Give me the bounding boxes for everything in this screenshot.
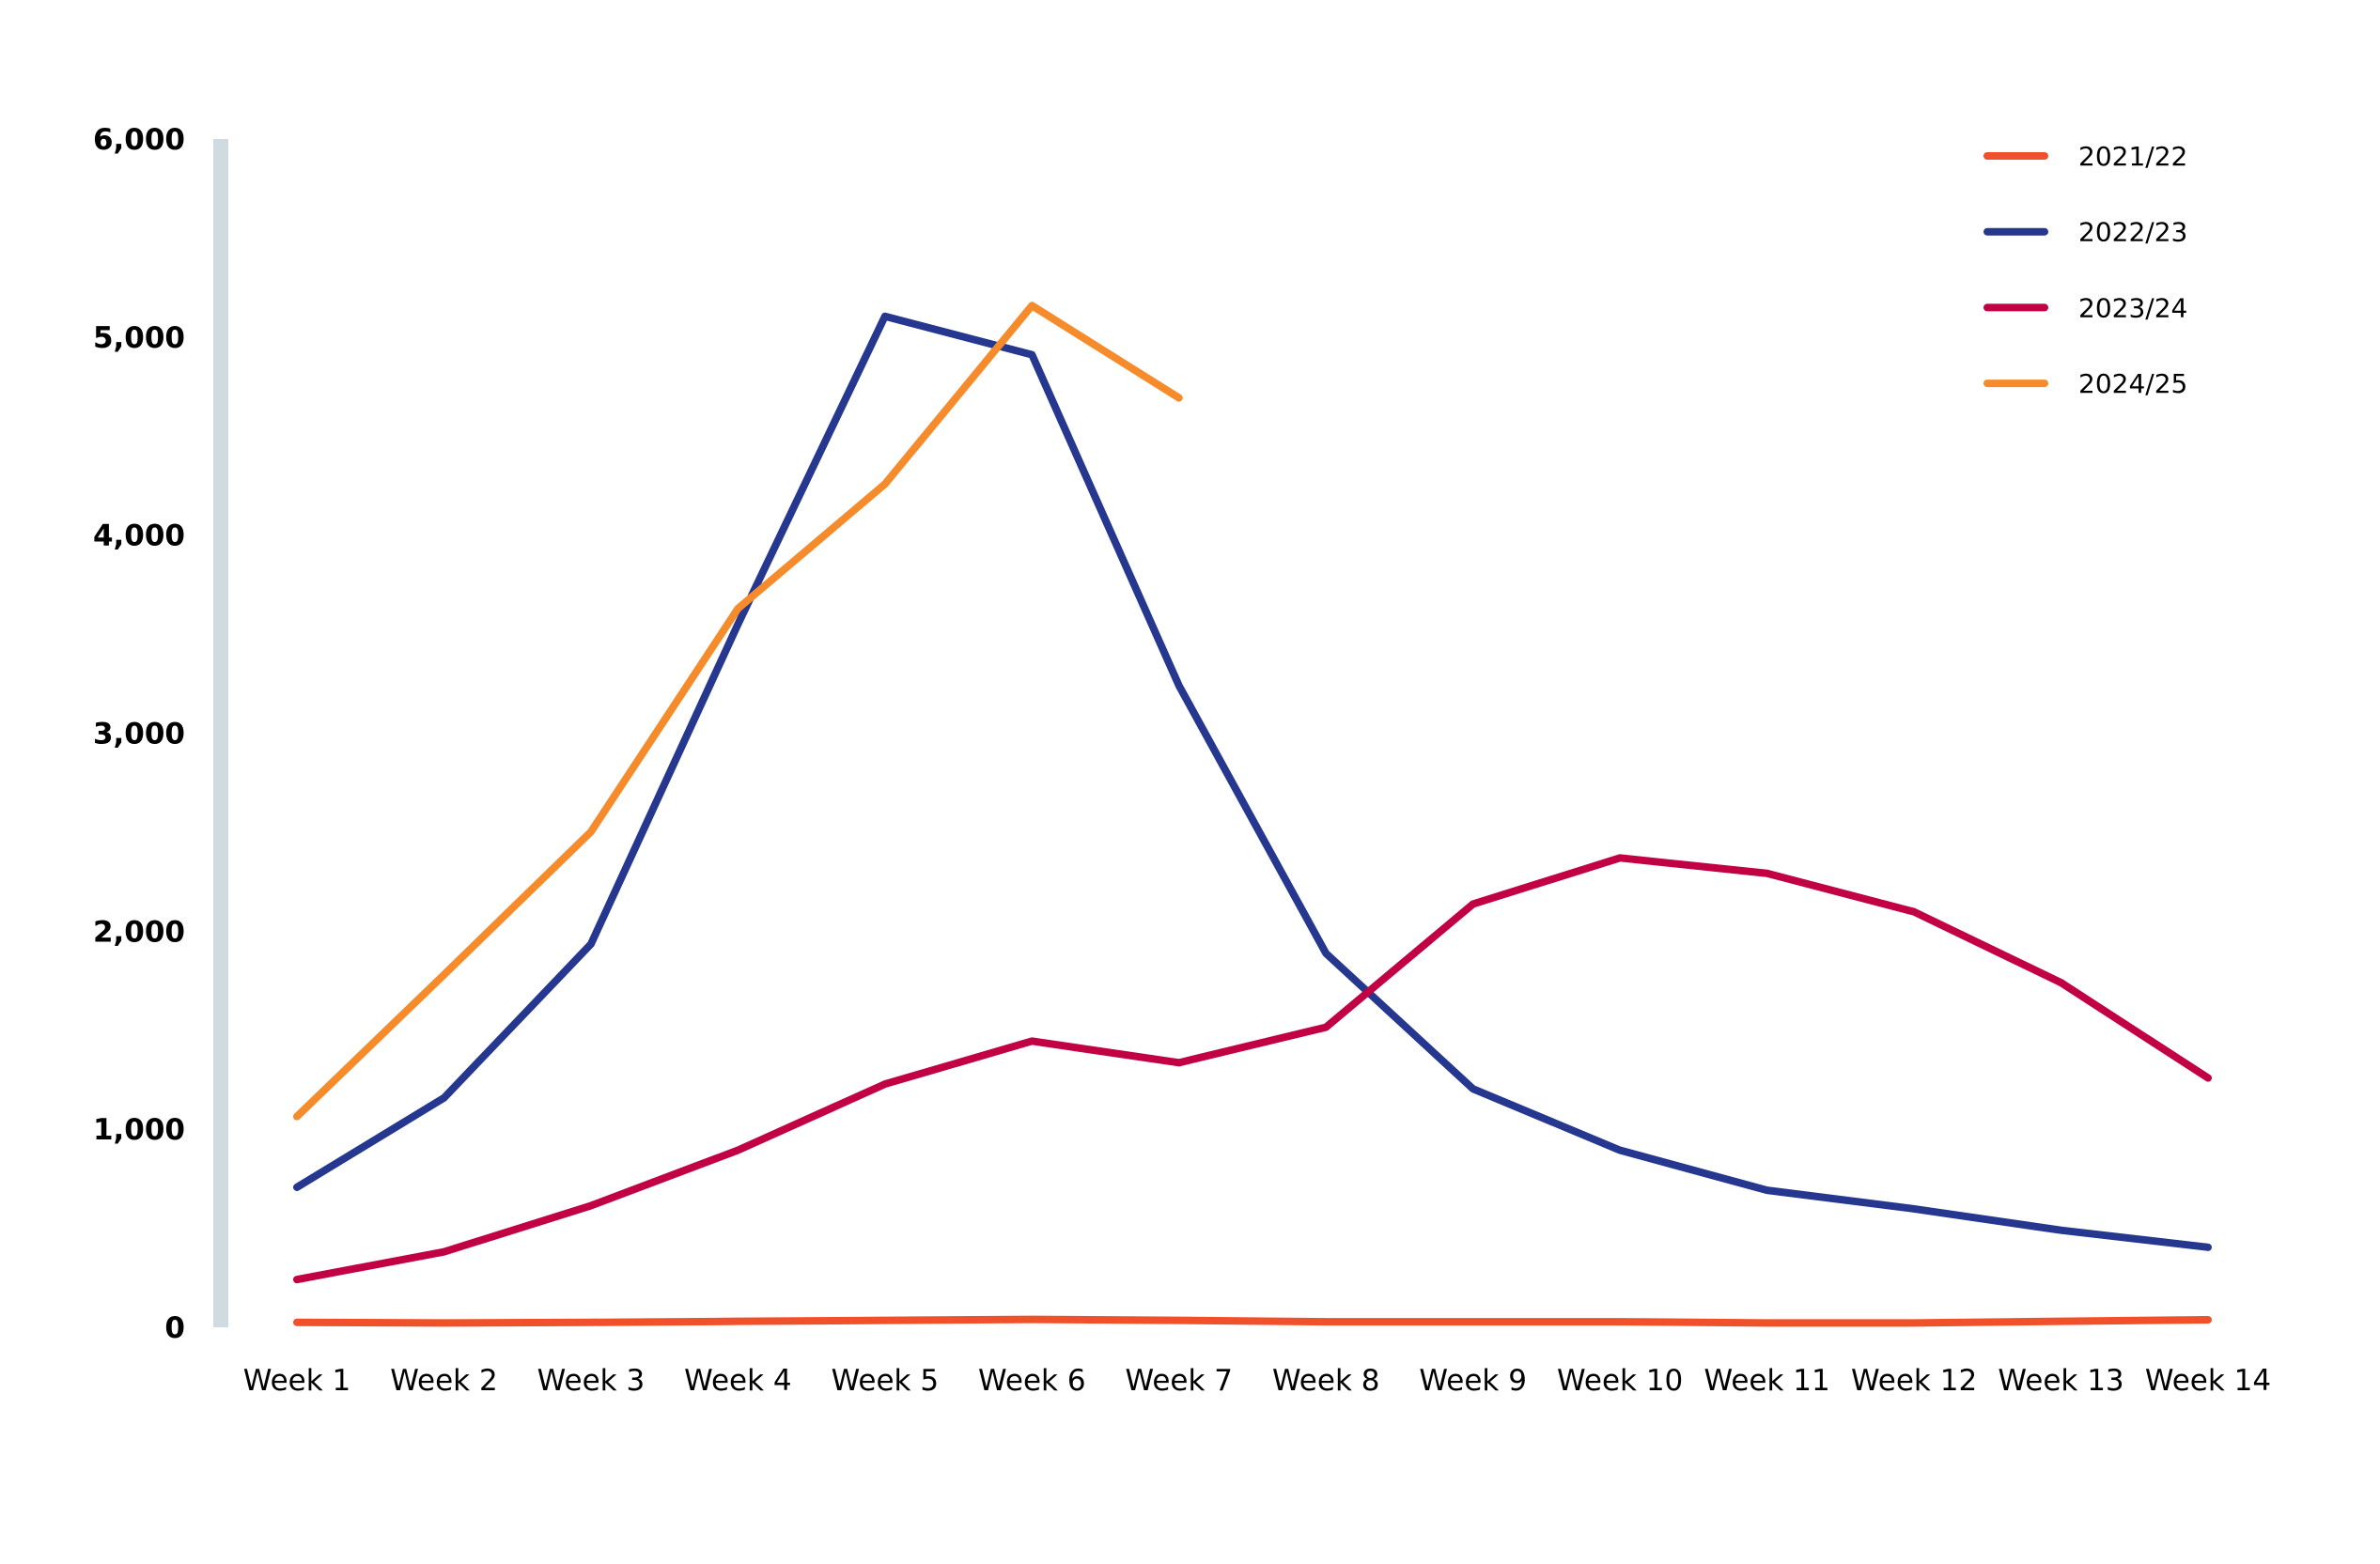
x-tick-label: Week 2 <box>390 1364 498 1398</box>
x-tick-label: Week 12 <box>1851 1364 1977 1398</box>
x-tick-label: Week 6 <box>978 1364 1086 1398</box>
legend-item: 2024/25 <box>1983 368 2187 399</box>
y-tick-label: 3,000 <box>93 718 185 751</box>
y-tick-label: 6,000 <box>93 123 185 157</box>
legend-label: 2024/25 <box>2078 368 2187 399</box>
x-tick-label: Week 7 <box>1126 1364 1234 1398</box>
x-tick-label: Week 5 <box>832 1364 940 1398</box>
series-line-2023-24 <box>293 854 2212 1284</box>
y-axis-bar <box>213 139 228 1327</box>
series-line-2021-22 <box>293 1315 2212 1327</box>
x-tick-label: Week 10 <box>1557 1364 1683 1398</box>
y-tick-label: 1,000 <box>93 1113 185 1147</box>
legend-item: 2023/24 <box>1983 292 2187 323</box>
legend-item: 2022/23 <box>1983 217 2187 248</box>
y-tick-label: 0 <box>164 1311 185 1345</box>
x-tick-label: Week 8 <box>1272 1364 1380 1398</box>
legend-item: 2021/22 <box>1983 141 2187 172</box>
legend-label: 2021/22 <box>2078 141 2187 172</box>
series-line-2024-25 <box>293 302 1183 1121</box>
x-tick-label: Week 4 <box>684 1364 792 1398</box>
x-tick-label: Week 13 <box>1998 1364 2123 1398</box>
series-line-2022-23 <box>293 312 2212 1251</box>
y-tick-label: 5,000 <box>93 321 185 355</box>
y-tick-label: 4,000 <box>93 519 185 553</box>
x-tick-label: Week 9 <box>1419 1364 1527 1398</box>
legend-label: 2023/24 <box>2078 292 2187 323</box>
x-tick-label: Week 11 <box>1703 1364 1829 1398</box>
x-tick-label: Week 14 <box>2145 1364 2271 1398</box>
x-tick-label: Week 3 <box>537 1364 646 1398</box>
y-tick-label: 2,000 <box>93 915 185 949</box>
x-tick-label: Week 1 <box>243 1364 351 1398</box>
legend-label: 2022/23 <box>2078 217 2187 248</box>
